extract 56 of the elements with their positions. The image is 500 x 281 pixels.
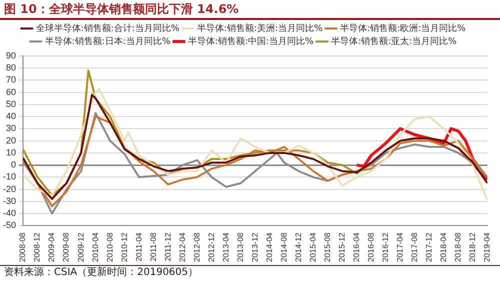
y-tick-label: -10 xyxy=(2,172,16,182)
x-tick-label: 2012-12 xyxy=(206,232,216,262)
y-tick-label: 40 xyxy=(6,111,16,122)
text: 资料来源：CSIA（更新时间：20190605） xyxy=(0,265,500,280)
x-tick-label: 2014-08 xyxy=(279,232,288,262)
legend-label: 半导体:销售额:美洲:当月同比% xyxy=(196,22,324,34)
x-tick-label: 2011-04 xyxy=(134,232,144,262)
x-tick-label: 2011-12 xyxy=(163,232,172,262)
y-tick-label: 0 xyxy=(10,160,16,170)
x-tick-label: 2018-12 xyxy=(468,232,478,262)
x-tick-label: 2013-08 xyxy=(236,232,245,262)
chart-title: 图 10：全球半导体销售额同比下滑 14.6% xyxy=(0,0,500,20)
x-tick-label: 2009-08 xyxy=(62,232,71,262)
x-tick-label: 2010-08 xyxy=(105,232,114,262)
x-tick-label: 2016-04 xyxy=(352,232,361,262)
legend-label: 半导体:销售额:亚太:当月同比% xyxy=(331,36,458,47)
x-tick-label: 2015-12 xyxy=(337,232,346,262)
legend-label: 全球半导体:销售额:合计:当月同比% xyxy=(36,22,180,34)
y-tick-label: -30 xyxy=(2,196,16,206)
x-tick-label: 2009-04 xyxy=(47,232,56,262)
x-tick-label: 2013-12 xyxy=(250,232,260,262)
x-tick-label: 2016-12 xyxy=(381,232,390,262)
legend-label: 半导体:销售额:日本:当月同比% xyxy=(44,36,171,47)
x-tick-label: 2010-04 xyxy=(90,232,100,262)
y-tick-label: 80 xyxy=(6,62,16,73)
y-tick-label: 90 xyxy=(6,50,16,60)
x-tick-label: 2017-08 xyxy=(410,232,420,262)
y-tick-label: 30 xyxy=(6,123,16,134)
x-tick-label: 2014-12 xyxy=(294,232,303,262)
x-tick-label: 2014-04 xyxy=(264,232,274,262)
legend-label: 半导体:销售额:中国:当月同比% xyxy=(188,36,314,47)
y-tick-label: -40 xyxy=(2,208,16,218)
x-tick-label: 2012-04 xyxy=(178,232,187,262)
x-tick-label: 2013-04 xyxy=(221,232,230,262)
x-tick-label: 2017-04 xyxy=(396,232,405,262)
y-tick-label: 10 xyxy=(6,147,16,158)
x-tick-label: 2017-12 xyxy=(424,232,434,262)
legend-label: 半导体:销售额:欧洲:当月同比% xyxy=(340,22,466,34)
x-tick-label: 2015-04 xyxy=(308,232,318,262)
x-tick-label: 2009-12 xyxy=(76,232,86,262)
y-tick-label: 50 xyxy=(6,98,16,109)
x-tick-label: 2015-08 xyxy=(322,232,332,262)
y-tick-label: 60 xyxy=(6,86,16,97)
x-tick-label: 2018-08 xyxy=(454,232,463,262)
x-tick-label: 2011-08 xyxy=(148,232,158,262)
y-tick-label: -50 xyxy=(2,220,16,230)
x-tick-label: 2008-12 xyxy=(32,232,42,262)
x-tick-label: 2019-04 xyxy=(482,232,492,262)
x-tick-label: 2010-12 xyxy=(120,232,129,262)
x-tick-label: 2012-08 xyxy=(192,232,202,262)
y-tick-label: 20 xyxy=(6,135,16,146)
y-tick-label: 70 xyxy=(6,74,16,85)
x-tick-label: 2018-04 xyxy=(439,232,448,262)
y-tick-label: -20 xyxy=(2,184,16,194)
x-tick-label: 2008-08 xyxy=(18,232,28,262)
x-tick-label: 2016-08 xyxy=(366,232,376,262)
